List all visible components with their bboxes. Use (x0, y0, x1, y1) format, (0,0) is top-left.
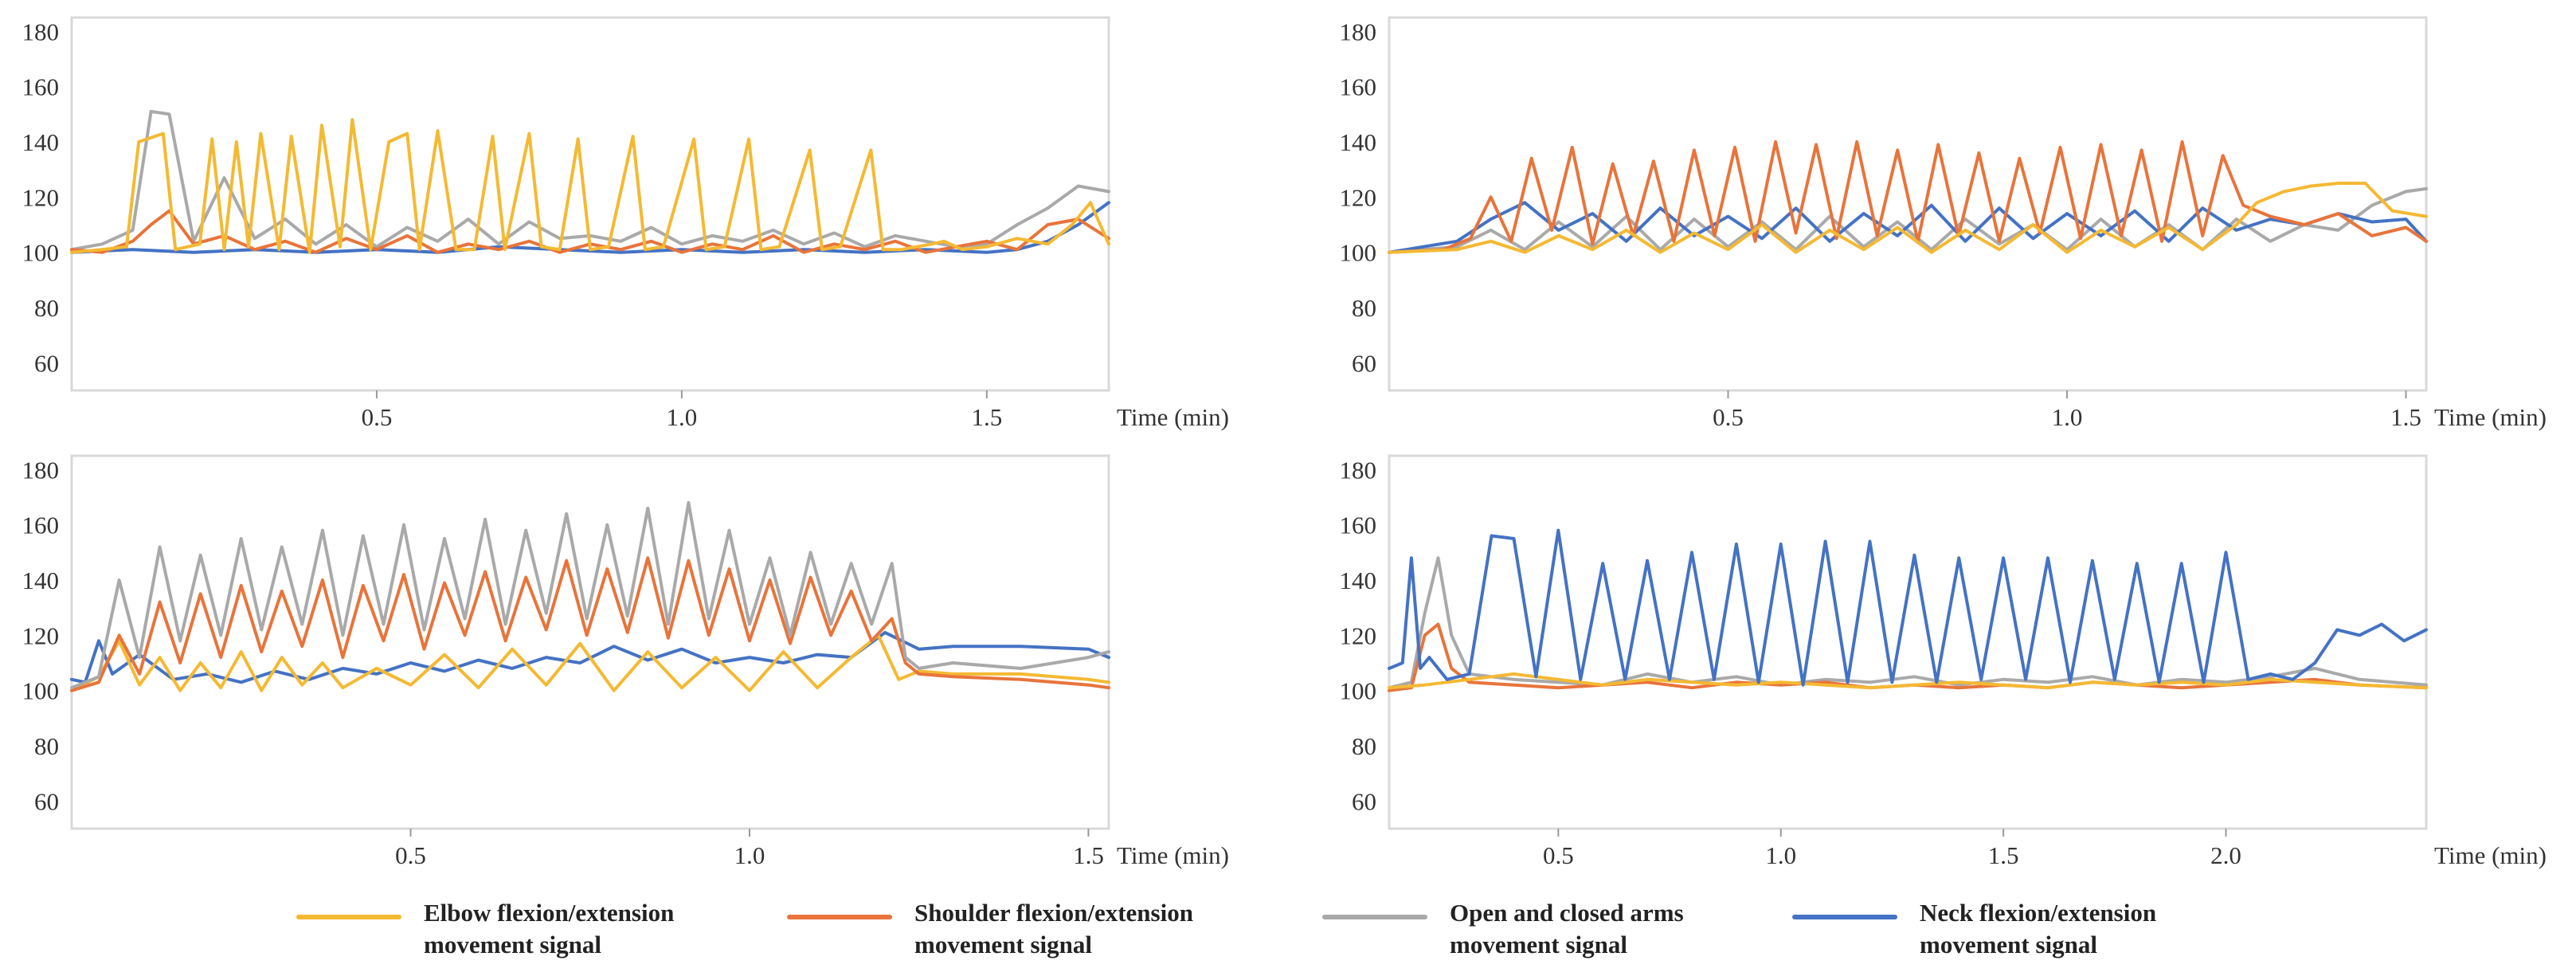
y-tick-label: 100 (22, 677, 60, 705)
legend-label-neck: Neck flexion/extension movement signal (1920, 897, 2156, 961)
legend-label-arms: Open and closed arms movement signal (1450, 897, 1684, 961)
y-tick-label: 140 (1340, 566, 1377, 594)
y-tick-label: 100 (1340, 677, 1377, 705)
x-tick-label: 1.5 (1073, 841, 1104, 869)
y-tick-label: 160 (1340, 512, 1377, 539)
y-tick-label: 180 (1340, 18, 1377, 45)
y-tick-label: 80 (34, 294, 59, 322)
legend-swatch-elbow (296, 915, 401, 919)
legend: Elbow flexion/extension movement signal … (0, 897, 2576, 980)
chart-top-left: 60 80 100 120 140 160 180 0.5 1.0 1.5 Time (min) (22, 16, 1229, 431)
plot-frame (1388, 454, 2428, 830)
legend-label-arms-line2: movement signal (1450, 931, 1628, 958)
x-tick-label: 1.0 (1765, 841, 1796, 869)
x-axis-title: Time (min) (1117, 403, 1229, 431)
legend-item-neck: Neck flexion/extension movement signal (1792, 897, 2156, 961)
chart-bottom-right: 60 80 100 120 140 160 180 0.5 1.0 1.5 2.0 Time (min… (1340, 454, 2547, 869)
x-tick-label: 1.0 (734, 841, 765, 869)
legend-item-elbow: Elbow flexion/extension movement signal (296, 897, 674, 961)
legend-label-elbow-line1: Elbow flexion/extension (424, 899, 675, 927)
x-tick-label: 0.5 (395, 841, 426, 869)
series-line-arms (1388, 186, 2428, 254)
y-tick-label: 60 (1352, 349, 1376, 377)
y-tick-label: 180 (22, 456, 60, 484)
x-tick-label: 0.5 (362, 403, 393, 431)
legend-label-neck-line2: movement signal (1920, 931, 2098, 958)
series-line-shoulder (70, 556, 1110, 692)
y-tick-label: 120 (1340, 621, 1377, 649)
x-axis-title: Time (min) (1117, 841, 1229, 869)
x-tick-label: 2.0 (2210, 841, 2241, 869)
y-tick-label: 120 (22, 621, 60, 649)
legend-swatch-neck (1792, 915, 1897, 919)
series-line-shoulder (1388, 622, 2428, 692)
series-line-elbow (1388, 672, 2428, 690)
y-tick-label: 80 (1352, 732, 1376, 760)
y-tick-label: 80 (1352, 294, 1376, 322)
legend-label-elbow-line2: movement signal (424, 931, 602, 958)
y-tick-label: 60 (34, 787, 59, 815)
y-tick-label: 100 (22, 239, 60, 267)
chart-bottom-left: 60 80 100 120 140 160 180 0.5 1.0 1.5 Time (min) (22, 454, 1229, 869)
x-tick-label: 1.5 (2390, 403, 2421, 431)
x-tick-label: 1.5 (971, 403, 1002, 431)
y-tick-label: 100 (1340, 239, 1377, 267)
legend-item-shoulder: Shoulder flexion/extension movement sign… (787, 897, 1193, 961)
y-tick-label: 160 (22, 512, 60, 539)
legend-label-shoulder-line1: Shoulder flexion/extension (914, 899, 1193, 927)
y-tick-label: 160 (22, 73, 60, 101)
series-line-neck (1388, 201, 2428, 254)
series-line-neck (1388, 528, 2428, 687)
y-tick-label: 140 (22, 128, 60, 156)
legend-label-neck-line1: Neck flexion/extension (1920, 899, 2157, 927)
series-line-elbow (70, 633, 1110, 692)
series-line-elbow (1388, 182, 2428, 254)
y-tick-label: 140 (22, 566, 60, 594)
y-tick-label: 160 (1340, 73, 1377, 101)
chart-top-right: 60 80 100 120 140 160 180 0.5 1.0 1.5 Time (min) (1340, 16, 2547, 431)
y-tick-label: 180 (1340, 456, 1377, 484)
series-line-arms (1388, 556, 2428, 690)
x-tick-label: 0.5 (1543, 841, 1574, 869)
x-axis-title: Time (min) (2434, 841, 2547, 869)
y-tick-label: 140 (1340, 128, 1377, 156)
series-line-shoulder (70, 209, 1110, 254)
legend-label-shoulder-line2: movement signal (914, 931, 1093, 958)
legend-swatch-shoulder (787, 915, 892, 919)
series-line-elbow (70, 118, 1110, 254)
plot-frame (1388, 16, 2428, 392)
x-tick-label: 1.5 (1988, 841, 2019, 869)
y-tick-label: 60 (1352, 787, 1376, 815)
plot-frame (70, 16, 1110, 392)
x-tick-label: 0.5 (1713, 403, 1744, 431)
x-axis-title: Time (min) (2434, 403, 2547, 431)
legend-item-arms: Open and closed arms movement signal (1322, 897, 1684, 961)
series-line-arms (70, 109, 1110, 252)
x-tick-label: 1.0 (2052, 403, 2083, 431)
legend-swatch-arms (1322, 915, 1427, 919)
series-line-shoulder (1388, 140, 2428, 254)
legend-label-arms-line1: Open and closed arms (1450, 899, 1684, 927)
legend-label-shoulder: Shoulder flexion/extension movement sign… (914, 897, 1193, 961)
plot-frame (70, 454, 1110, 830)
x-tick-label: 1.0 (667, 403, 698, 431)
y-tick-label: 180 (22, 18, 60, 45)
series-line-arms (70, 500, 1110, 690)
y-tick-label: 120 (22, 183, 60, 211)
y-tick-label: 60 (34, 349, 59, 377)
y-tick-label: 80 (34, 732, 59, 760)
legend-label-elbow: Elbow flexion/extension movement signal (424, 897, 674, 961)
series-line-neck (70, 201, 1110, 254)
y-tick-label: 120 (1340, 183, 1377, 211)
